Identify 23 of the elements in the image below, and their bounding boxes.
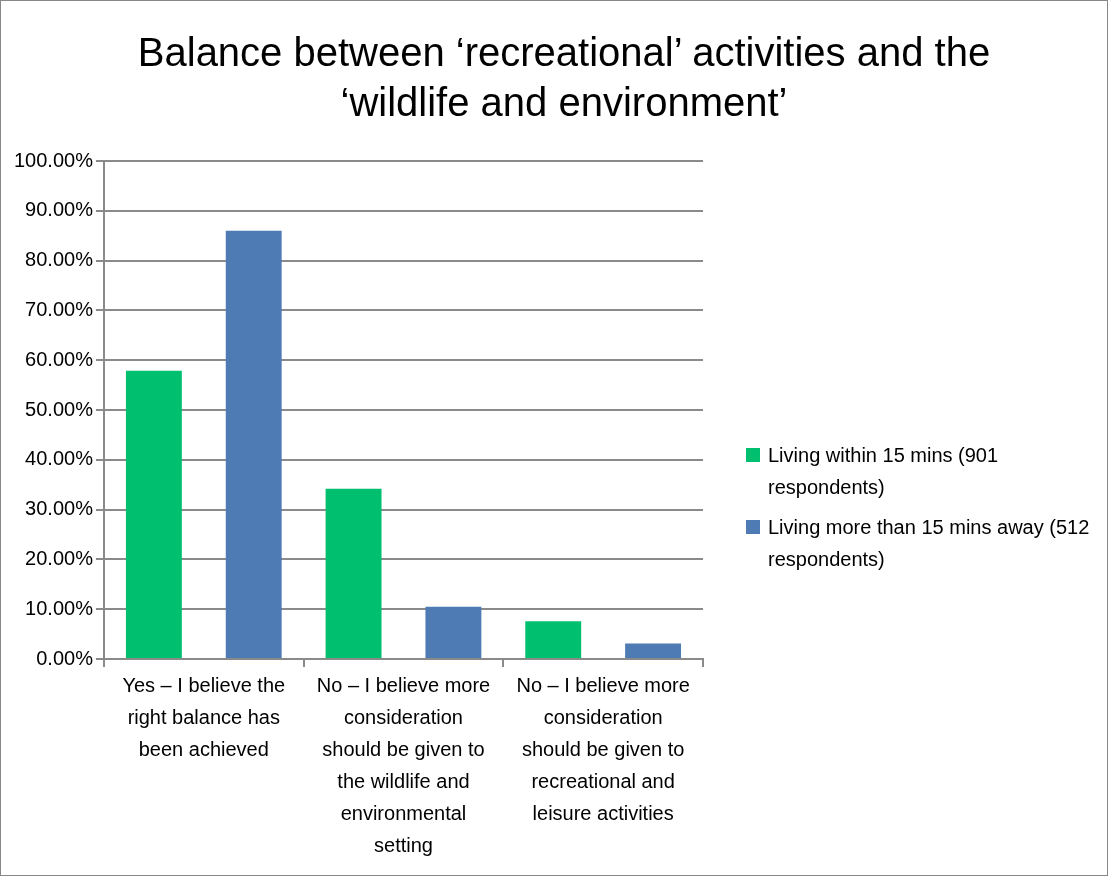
x-tick-label: No – I believe more consideration should be given to the wildlife and environmental setting [316, 673, 491, 856]
bar [425, 606, 482, 658]
y-tick-label: 100.00% [13, 148, 94, 171]
y-tick-label: 90.00% [25, 198, 94, 221]
y-tick-label: 10.00% [25, 596, 94, 619]
bar [525, 621, 582, 658]
bar [125, 370, 182, 658]
bar [625, 643, 682, 658]
bar [225, 230, 282, 658]
legend-label: Living more than 15 mins away (512 respondents) [768, 515, 1091, 572]
y-tick-label: 60.00% [25, 347, 94, 370]
y-tick-label: 50.00% [25, 397, 94, 420]
x-tick-label: No – I believe more consideration should be given to recreational and leisure activities [516, 673, 690, 824]
y-tick-label: 70.00% [25, 297, 94, 320]
y-tick-label: 30.00% [25, 497, 94, 520]
legend-label: Living within 15 mins (901 respondents) [768, 443, 1000, 500]
y-tick-label: 0.00% [36, 646, 94, 669]
y-tick-label: 20.00% [25, 546, 94, 569]
y-tick-label: 80.00% [25, 248, 94, 271]
bar [325, 488, 382, 658]
chart-title: Balance between ‘recreational’ activities and the ‘wildlife and environment’ [136, 29, 992, 126]
x-tick-label: Yes – I believe the right balance has been achieved [122, 673, 286, 760]
y-tick-label: 40.00% [25, 447, 94, 470]
